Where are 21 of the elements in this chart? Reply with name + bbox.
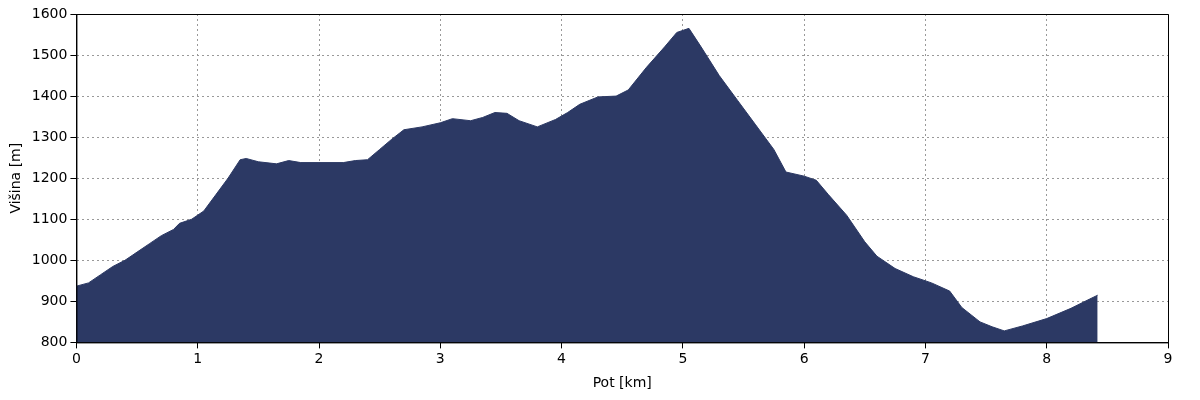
y-tick-label: 1500 — [31, 45, 68, 62]
x-tick-label: 9 — [1163, 350, 1173, 367]
x-tick-label: 7 — [920, 350, 930, 367]
x-tick-label: 6 — [799, 350, 809, 367]
x-tick-label: 2 — [314, 350, 324, 367]
x-tick-label: 5 — [678, 350, 688, 367]
x-axis-title: Pot [km] — [592, 374, 652, 391]
y-tick-label: 1400 — [31, 86, 68, 103]
y-tick-label: 900 — [40, 291, 68, 308]
y-tick-label: 800 — [40, 333, 68, 350]
x-tick-label: 0 — [71, 350, 81, 367]
y-tick-label: 1600 — [31, 4, 68, 21]
y-tick-label: 1300 — [31, 127, 68, 144]
x-tick-label: 8 — [1042, 350, 1052, 367]
y-tick-label: 1100 — [31, 209, 68, 226]
y-tick-label: 1200 — [31, 168, 68, 185]
y-axis-title: Višina [m] — [7, 142, 24, 214]
x-tick-label: 3 — [435, 350, 445, 367]
x-tick-label: 1 — [193, 350, 203, 367]
x-tick-label: 4 — [557, 350, 567, 367]
y-tick-label: 1000 — [31, 250, 68, 267]
